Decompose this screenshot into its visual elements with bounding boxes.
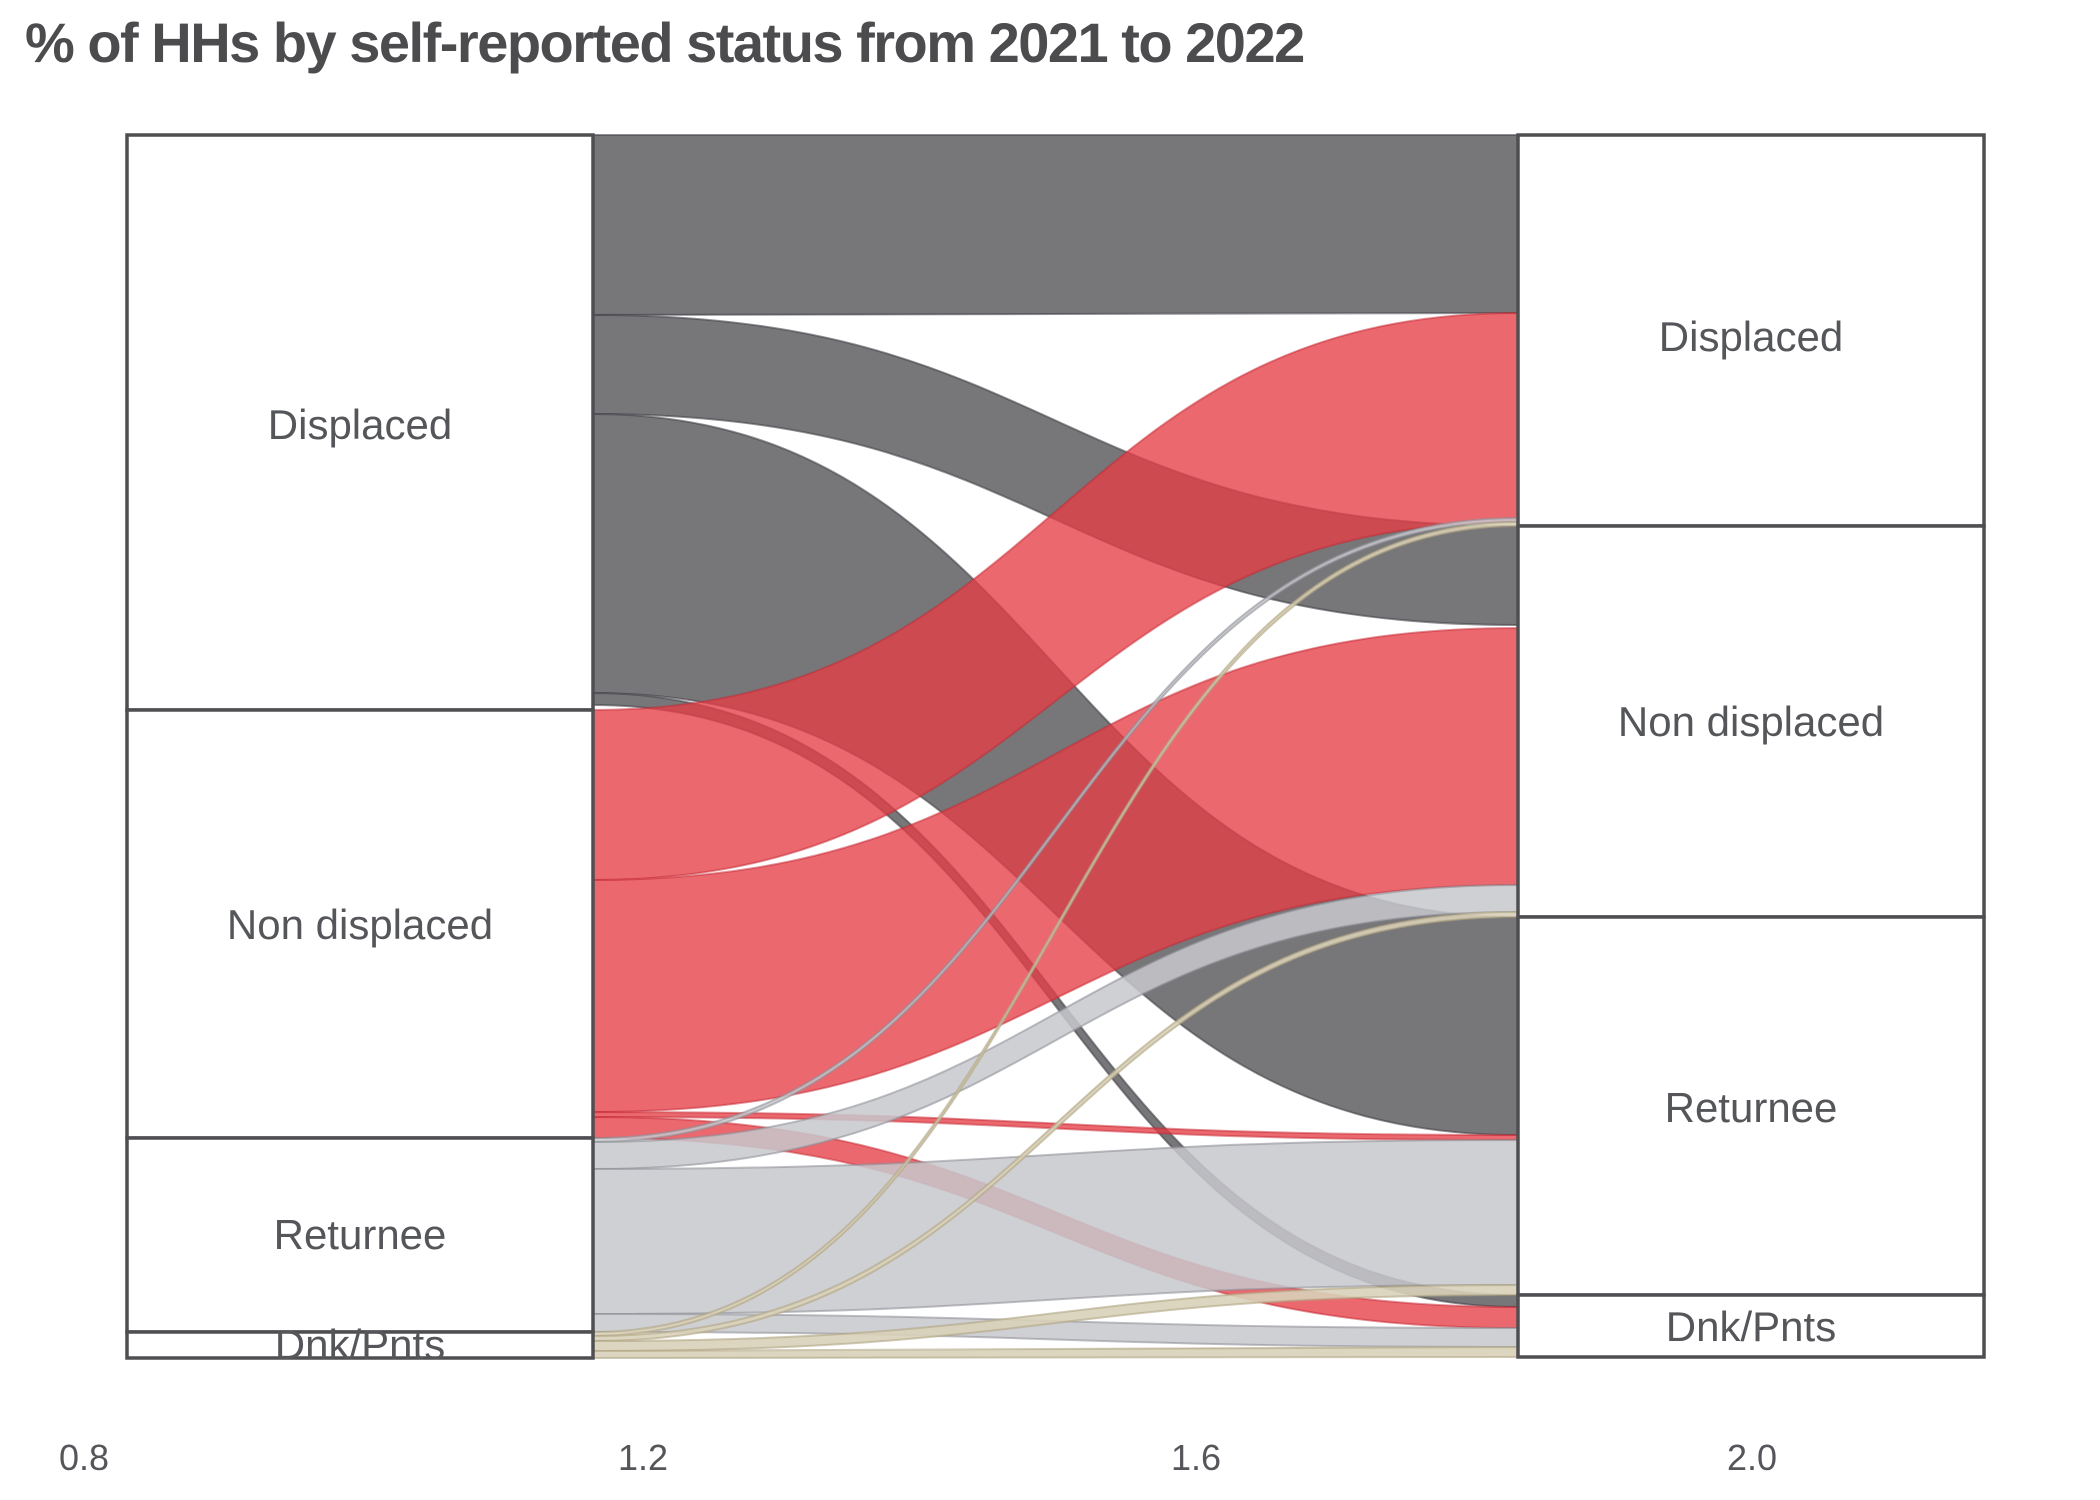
stratum-label-2021-returnee: Returnee	[274, 1211, 447, 1258]
stratum-label-2022-non-displaced: Non displaced	[1618, 698, 1884, 745]
stratum-box-2022-displaced	[1516, 133, 1986, 528]
stratum-box-2021-dnk-pnts	[125, 1330, 595, 1360]
stratum-box-2022-non-displaced	[1516, 524, 1986, 919]
axis-tick-label-1-2: 1.2	[618, 1437, 668, 1478]
stratum-box-2021-displaced	[125, 133, 595, 712]
stratum-box-2021-returnee	[125, 1136, 595, 1334]
stratum-box-2022-dnk-pnts	[1516, 1293, 1986, 1359]
stratum-label-2021-non-displaced: Non displaced	[227, 901, 493, 948]
stratum-label-2022-returnee: Returnee	[1665, 1084, 1838, 1131]
flow-ribbon-displaced-to-displaced	[592, 133, 1519, 317]
chart-title: % of HHs by self-reported status from 20…	[25, 11, 1305, 74]
axis-tick-label-1-6: 1.6	[1171, 1437, 1221, 1478]
stratum-label-2022-displaced: Displaced	[1659, 313, 1843, 360]
stratum-label-2022-dnk-pnts: Dnk/Pnts	[1666, 1303, 1836, 1350]
stratum-box-2022-returnee	[1516, 915, 1986, 1297]
stratum-label-2021-dnk-pnts: Dnk/Pnts	[275, 1321, 445, 1368]
axis-tick-label-0-8: 0.8	[59, 1437, 109, 1478]
stratum-label-2021-displaced: Displaced	[268, 401, 452, 448]
axis-tick-label-2-0: 2.0	[1727, 1437, 1777, 1478]
